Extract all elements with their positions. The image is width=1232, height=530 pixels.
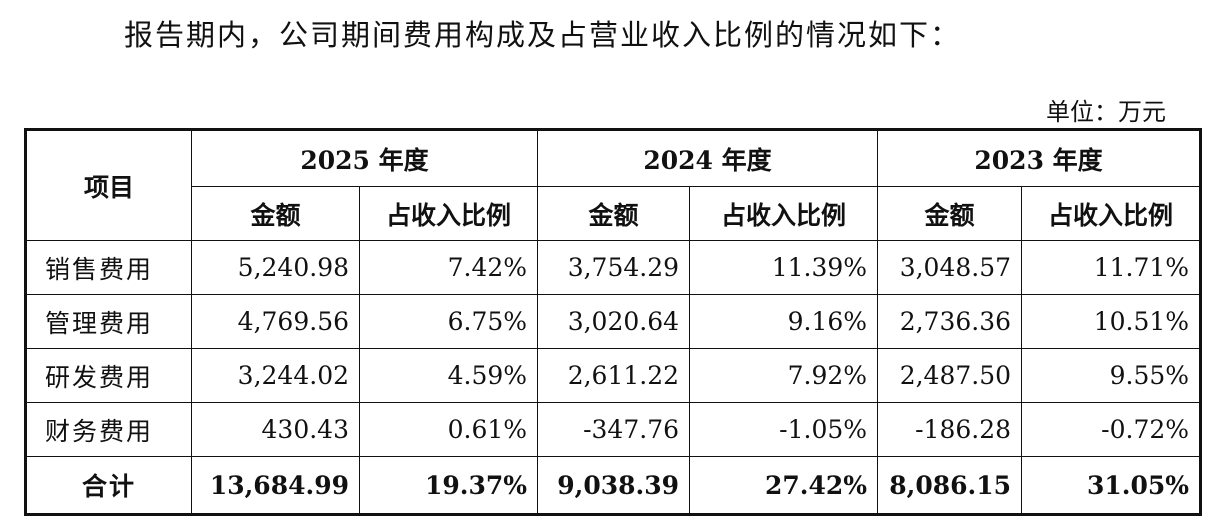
amount-header: 金额: [191, 186, 360, 241]
ratio-cell: 7.92%: [689, 348, 879, 403]
ratio-cell: -1.05%: [689, 402, 879, 457]
year-header-2024: 2024 年度: [537, 129, 879, 187]
unit-label: 单位：万元: [1046, 98, 1166, 126]
table-row: 管理费用 4,769.56 6.75% 3,020.64 9.16% 2,736…: [25, 294, 1202, 349]
expense-table: 项目 2025 年度 2024 年度 2023 年度 金额 占收入比例 金额 占…: [24, 128, 1203, 516]
amount-cell: 3,244.02: [191, 348, 360, 403]
ratio-cell: -0.72%: [1021, 402, 1202, 457]
ratio-cell: 11.39%: [689, 240, 879, 295]
total-label: 合计: [25, 456, 192, 515]
row-label: 管理费用: [25, 294, 192, 349]
ratio-cell: 0.61%: [358, 402, 539, 457]
table-row: 销售费用 5,240.98 7.42% 3,754.29 11.39% 3,04…: [25, 240, 1202, 295]
item-header: 项目: [25, 129, 192, 241]
amount-cell: 5,240.98: [191, 240, 360, 295]
row-label: 销售费用: [25, 240, 192, 295]
amount-cell: 430.43: [191, 402, 360, 457]
ratio-header: 占收入比例: [689, 186, 879, 241]
amount-cell: 3,048.57: [877, 240, 1023, 295]
total-ratio-cell: 31.05%: [1021, 456, 1202, 515]
ratio-cell: 11.71%: [1021, 240, 1202, 295]
amount-header: 金额: [537, 186, 691, 241]
row-label: 研发费用: [25, 348, 192, 403]
intro-text: 报告期内，公司期间费用构成及占营业收入比例的情况如下：: [124, 18, 962, 52]
amount-cell: 4,769.56: [191, 294, 360, 349]
ratio-cell: 4.59%: [358, 348, 539, 403]
sub-header-row: 金额 占收入比例 金额 占收入比例 金额 占收入比例: [26, 186, 1202, 241]
row-label: 财务费用: [25, 402, 192, 457]
amount-cell: 2,487.50: [877, 348, 1023, 403]
ratio-cell: 10.51%: [1021, 294, 1202, 349]
total-amount-cell: 13,684.99: [191, 456, 360, 515]
amount-cell: 2,736.36: [877, 294, 1023, 349]
ratio-cell: 6.75%: [358, 294, 539, 349]
table-row: 研发费用 3,244.02 4.59% 2,611.22 7.92% 2,487…: [25, 348, 1202, 403]
amount-cell: -347.76: [537, 402, 691, 457]
year-header-row: 项目 2025 年度 2024 年度 2023 年度: [25, 129, 1202, 241]
amount-cell: 3,020.64: [537, 294, 691, 349]
amount-header: 金额: [877, 186, 1023, 241]
year-header-2025: 2025 年度: [190, 129, 539, 187]
total-ratio-cell: 27.42%: [689, 456, 879, 515]
ratio-cell: 9.16%: [689, 294, 879, 349]
year-header-2023: 2023 年度: [877, 129, 1202, 187]
total-amount-cell: 8,086.15: [877, 456, 1023, 515]
total-row: 合计 13,684.99 19.37% 9,038.39 27.42% 8,08…: [25, 456, 1202, 515]
total-ratio-cell: 19.37%: [358, 456, 539, 515]
amount-cell: 2,611.22: [537, 348, 691, 403]
ratio-cell: 7.42%: [358, 240, 539, 295]
ratio-header: 占收入比例: [1021, 186, 1202, 241]
ratio-header: 占收入比例: [358, 186, 539, 241]
amount-cell: 3,754.29: [537, 240, 691, 295]
ratio-cell: 9.55%: [1021, 348, 1202, 403]
total-amount-cell: 9,038.39: [537, 456, 691, 515]
table-row: 财务费用 430.43 0.61% -347.76 -1.05% -186.28…: [25, 402, 1202, 457]
amount-cell: -186.28: [877, 402, 1023, 457]
